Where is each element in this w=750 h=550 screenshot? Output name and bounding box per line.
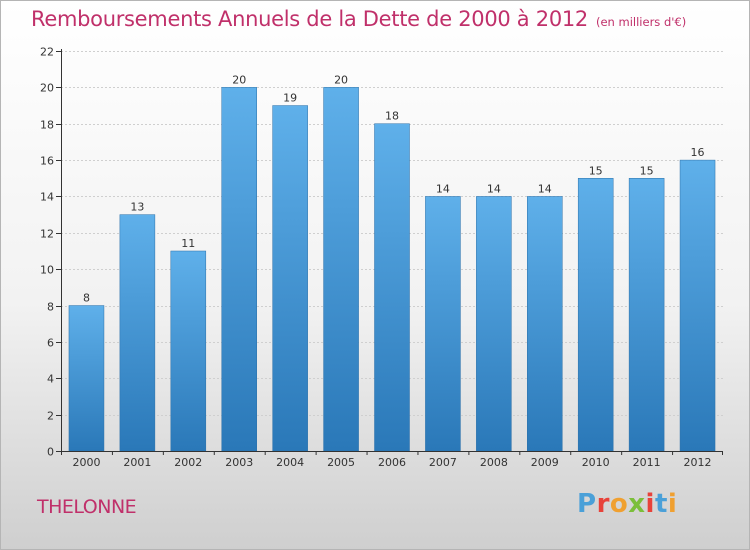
x-tick-label: 2002 (174, 456, 202, 469)
x-tick-label: 2003 (225, 456, 253, 469)
chart-unit: (en milliers d'€) (596, 15, 687, 29)
bar (628, 178, 665, 452)
bars (68, 87, 716, 452)
y-tick-label: 2 (47, 410, 54, 423)
x-tick-label: 2012 (684, 456, 712, 469)
x-tick-label: 2001 (123, 456, 151, 469)
logo-letter: r (596, 489, 610, 519)
data-label: 8 (83, 292, 90, 305)
y-tick-label: 22 (40, 46, 54, 59)
bar (476, 196, 512, 452)
data-label: 20 (334, 73, 348, 86)
bar (119, 214, 156, 452)
chart-title: Remboursements Annuels de la Dette de 20… (31, 7, 588, 31)
x-tick-label: 2008 (480, 456, 508, 469)
data-label: 18 (385, 110, 399, 123)
data-label: 16 (691, 146, 705, 159)
logo-letter: i (667, 489, 678, 519)
logo-letter: i (645, 489, 655, 519)
y-tick-label: 4 (47, 373, 54, 386)
proxiti-logo: Proxiti (577, 489, 677, 519)
logo-letter: x (628, 489, 646, 519)
data-label: 20 (232, 73, 246, 86)
commune-name: THELONNE (37, 496, 137, 518)
y-tick-label: 12 (40, 228, 54, 241)
y-tick-label: 6 (47, 337, 54, 350)
bar (577, 178, 614, 452)
y-tick-label: 18 (40, 119, 54, 132)
logo-letter: t (654, 489, 668, 519)
data-label: 13 (130, 201, 144, 214)
bar (323, 87, 359, 452)
bar (374, 123, 410, 452)
data-label: 19 (283, 92, 297, 105)
y-tick-label: 0 (47, 446, 54, 459)
x-tick-label: 2005 (327, 456, 355, 469)
bar (679, 159, 716, 452)
data-label: 14 (436, 182, 450, 195)
x-tick-label: 2011 (633, 456, 661, 469)
bar (272, 105, 308, 452)
axes (56, 49, 723, 455)
data-label: 15 (589, 164, 603, 177)
x-tick-label: 2004 (276, 456, 304, 469)
data-label: 15 (640, 164, 654, 177)
x-tick-label: 2009 (531, 456, 559, 469)
x-tick-label: 2007 (429, 456, 457, 469)
bar (170, 250, 207, 452)
y-tick-label: 20 (40, 82, 54, 95)
labels: 0 2 4 6 8 10 12 14 16 18 20 22 8 2000 13 2001 11 2002 20 20… (40, 46, 712, 470)
y-tick-label: 16 (40, 155, 54, 168)
y-tick-label: 8 (47, 301, 54, 314)
logo-letter: o (609, 489, 629, 519)
data-label: 14 (487, 182, 501, 195)
bar (68, 305, 105, 452)
data-label: 11 (181, 237, 195, 250)
bar (527, 196, 563, 452)
bar (425, 196, 461, 452)
x-tick-label: 2010 (582, 456, 610, 469)
logo-letter: P (577, 489, 597, 519)
x-tick-label: 2000 (72, 456, 100, 469)
x-tick-label: 2006 (378, 456, 406, 469)
y-tick-label: 10 (40, 264, 54, 277)
chart-title-block: Remboursements Annuels de la Dette de 20… (31, 7, 686, 31)
data-label: 14 (538, 182, 552, 195)
y-tick-label: 14 (40, 191, 54, 204)
bar (221, 87, 257, 452)
